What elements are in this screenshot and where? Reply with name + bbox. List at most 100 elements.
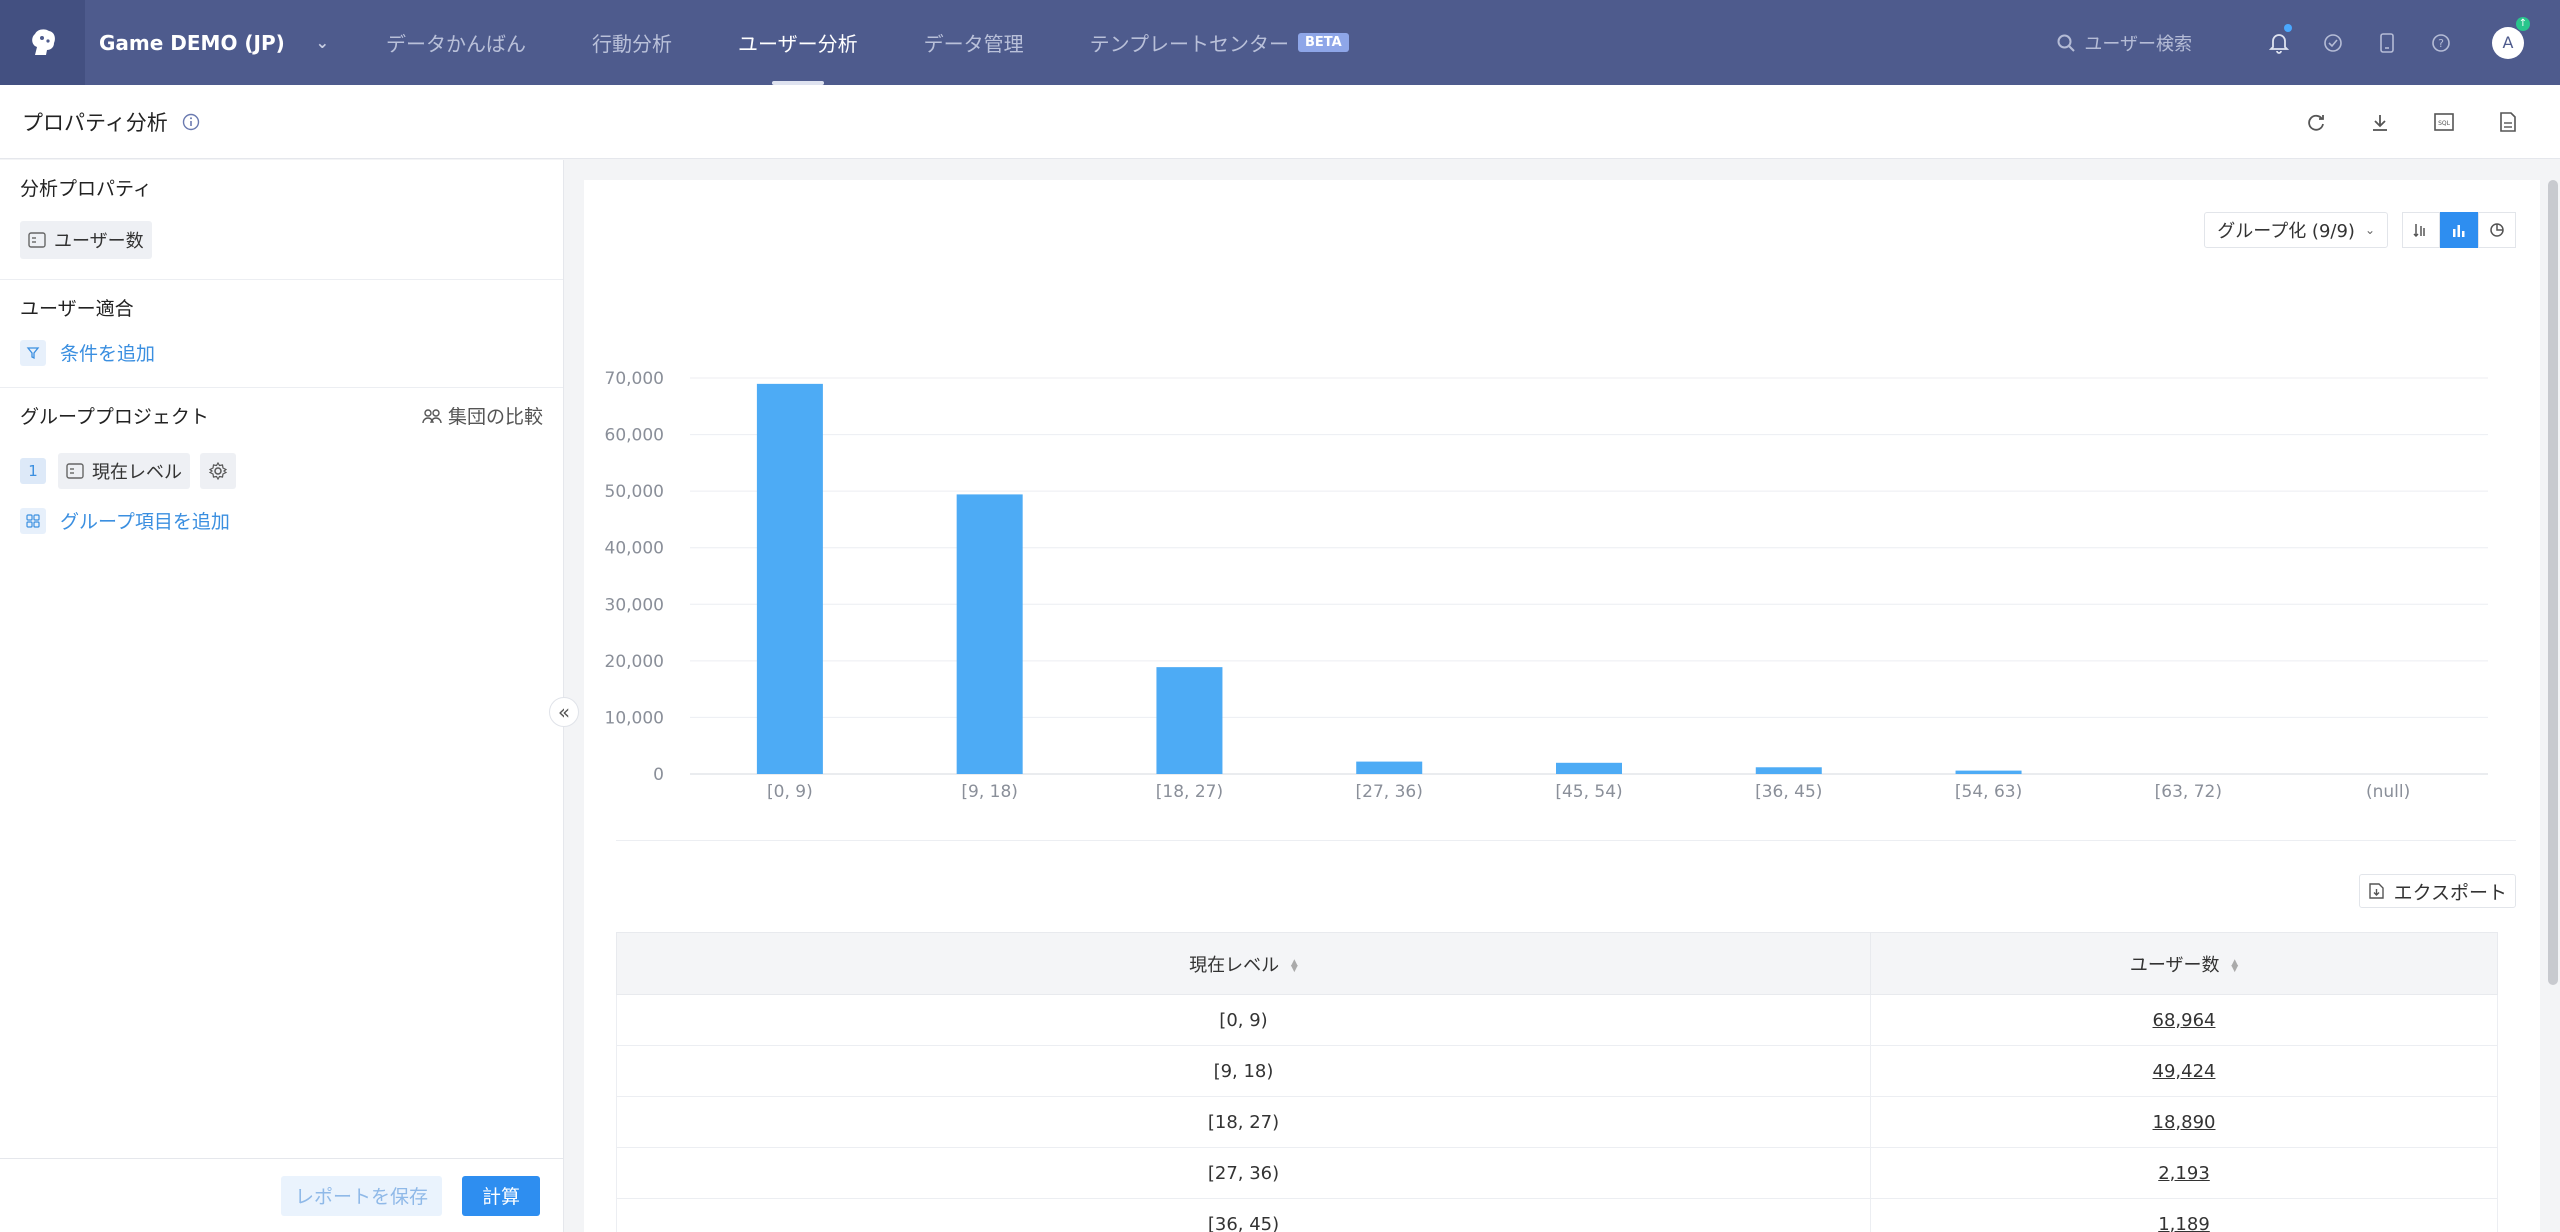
filter-section: ユーザー適合 条件を追加 xyxy=(0,280,563,388)
column-header-label: 現在レベル xyxy=(1189,954,1280,976)
sql-button[interactable]: SQL xyxy=(2412,85,2476,159)
y-tick-label: 20,000 xyxy=(605,652,664,672)
property-chip-label: ユーザー数 xyxy=(54,231,144,252)
table-row: [27, 36) 2,193 xyxy=(616,1147,2498,1199)
row-value-link[interactable]: 68,964 xyxy=(1870,994,2498,1046)
app-logo[interactable] xyxy=(0,0,85,85)
svg-text:SQL: SQL xyxy=(2438,120,2451,127)
group-index: 1 xyxy=(20,458,46,484)
x-tick-label: [18, 27) xyxy=(1156,782,1223,802)
avatar-initial: A xyxy=(2502,33,2514,52)
mobile-icon xyxy=(2380,32,2394,53)
group-section-header: グループプロジェクト 集団の比較 xyxy=(20,402,543,429)
tab-data-management[interactable]: データ管理 xyxy=(891,0,1057,85)
notification-dot xyxy=(2284,24,2292,32)
analysis-config-panel: 分析プロパティ ユーザー数 ユーザー適合 条件を追加 グループプロジェクト 集団… xyxy=(0,160,564,1232)
export-button[interactable]: エクスポート xyxy=(2358,874,2516,908)
scrollbar[interactable] xyxy=(2548,180,2558,985)
tab-label: テンプレートセンター xyxy=(1089,32,1290,56)
row-label: [0, 9) xyxy=(616,994,1871,1046)
group-select-value: グループ化 (9/9) xyxy=(2217,221,2355,242)
column-header-level[interactable]: 現在レベル ▲ ▼ xyxy=(616,932,1871,995)
x-tick-label: [45, 54) xyxy=(1555,782,1622,802)
bar xyxy=(1156,667,1223,774)
save-report-button[interactable]: レポートを保存 xyxy=(280,1175,442,1216)
avatar[interactable]: A ↑ xyxy=(2492,16,2530,59)
cohort-compare-button[interactable]: 集団の比較 xyxy=(422,402,543,429)
row-value-link[interactable]: 2,193 xyxy=(1870,1147,2498,1199)
bar-chart-button[interactable] xyxy=(2440,212,2478,248)
row-value-link[interactable]: 1,189 xyxy=(1870,1198,2498,1232)
y-tick-label: 10,000 xyxy=(605,708,664,728)
row-label: [36, 45) xyxy=(616,1198,1871,1232)
main-nav: データかんばん 行動分析 ユーザー分析 データ管理 テンプレートセンター BET… xyxy=(353,0,1382,85)
filter-icon xyxy=(20,339,46,366)
calculate-button[interactable]: 計算 xyxy=(461,1175,540,1216)
header-actions: SQL xyxy=(2284,85,2540,159)
help-button[interactable]: ? xyxy=(2414,0,2468,85)
pie-chart-icon xyxy=(2490,223,2504,237)
property-section: 分析プロパティ ユーザー数 xyxy=(0,160,563,280)
search-placeholder: ユーザー検索 xyxy=(2084,33,2192,55)
tab-template-center[interactable]: テンプレートセンター BETA xyxy=(1057,0,1382,85)
tab-behavior-analysis[interactable]: 行動分析 xyxy=(559,0,705,85)
data-table: 現在レベル ▲ ▼ ユーザー数 ▲ ▼ [0, 9) 68,964 [9, 18) … xyxy=(616,932,2498,1232)
x-tick-label: [63, 72) xyxy=(2155,782,2222,802)
group-select[interactable]: グループ化 (9/9) ⌄ xyxy=(2204,212,2388,248)
group-section-title: グループプロジェクト xyxy=(20,406,209,428)
page-header: プロパティ分析 SQL xyxy=(0,85,2560,159)
top-navigation-bar: Game DEMO (JP) ⌄ データかんばん 行動分析 ユーザー分析 データ… xyxy=(0,0,2560,85)
pie-chart-button[interactable] xyxy=(2478,212,2516,248)
refresh-button[interactable] xyxy=(2284,85,2348,159)
add-condition-button[interactable]: 条件を追加 xyxy=(20,339,543,366)
add-group-item-button[interactable]: グループ項目を追加 xyxy=(20,507,543,534)
y-tick-label: 0 xyxy=(653,765,664,785)
column-header-users[interactable]: ユーザー数 ▲ ▼ xyxy=(1870,932,2498,995)
project-switcher[interactable]: Game DEMO (JP) ⌄ xyxy=(85,31,353,55)
group-property-chip[interactable]: 現在レベル xyxy=(58,453,190,489)
help-icon: ? xyxy=(2432,33,2450,52)
bar xyxy=(1755,767,1822,774)
row-value-link[interactable]: 18,890 xyxy=(1870,1096,2498,1148)
table-header-row: 現在レベル ▲ ▼ ユーザー数 ▲ ▼ xyxy=(616,932,2498,995)
tasks-button[interactable] xyxy=(2306,0,2360,85)
tab-user-analysis[interactable]: ユーザー分析 xyxy=(705,0,891,85)
chevron-down-icon: ⌄ xyxy=(2364,223,2375,237)
x-tick-label: [54, 63) xyxy=(1955,782,2022,802)
bar xyxy=(1556,762,1622,774)
upgrade-badge: ↑ xyxy=(2516,16,2530,31)
add-condition-label: 条件を追加 xyxy=(60,343,156,365)
download-button[interactable] xyxy=(2348,85,2412,159)
table-row: [36, 45) 1,189 xyxy=(616,1198,2498,1232)
notifications-button[interactable] xyxy=(2252,0,2306,85)
grid-icon xyxy=(20,507,46,534)
double-chevron-left-icon: « xyxy=(557,700,571,724)
download-icon xyxy=(2373,115,2387,131)
mobile-button[interactable] xyxy=(2360,0,2414,85)
row-value-link[interactable]: 49,424 xyxy=(1870,1045,2498,1097)
group-section: グループプロジェクト 集団の比較 1 現在レベル グループ項目を追加 xyxy=(0,388,563,550)
table-row: [18, 27) 18,890 xyxy=(616,1096,2498,1148)
x-tick-label: [36, 45) xyxy=(1755,782,1822,802)
sort-icon xyxy=(2413,224,2425,237)
sort-chart-button[interactable] xyxy=(2402,212,2440,248)
y-tick-label: 70,000 xyxy=(605,369,664,389)
group-settings-button[interactable] xyxy=(200,453,236,489)
property-chip[interactable]: ユーザー数 xyxy=(20,221,152,259)
bar-chart-icon xyxy=(2453,225,2465,237)
info-icon[interactable] xyxy=(182,113,200,131)
property-section-title: 分析プロパティ xyxy=(20,178,152,200)
chart-toolbar: グループ化 (9/9) ⌄ xyxy=(2204,212,2516,248)
group-property-label: 現在レベル xyxy=(92,462,182,483)
report-button[interactable] xyxy=(2476,85,2540,159)
bar xyxy=(1356,761,1423,774)
bar xyxy=(1955,770,2022,774)
group-item: 1 現在レベル xyxy=(20,453,543,489)
people-icon xyxy=(422,408,442,423)
tab-data-kanban[interactable]: データかんばん xyxy=(353,0,559,85)
tab-label: データ管理 xyxy=(923,32,1024,56)
page-title: プロパティ分析 xyxy=(22,110,168,135)
collapse-panel-button[interactable]: « xyxy=(549,697,579,727)
user-search[interactable]: ユーザー検索 xyxy=(2056,30,2192,56)
table-row: [0, 9) 68,964 xyxy=(616,994,2498,1046)
